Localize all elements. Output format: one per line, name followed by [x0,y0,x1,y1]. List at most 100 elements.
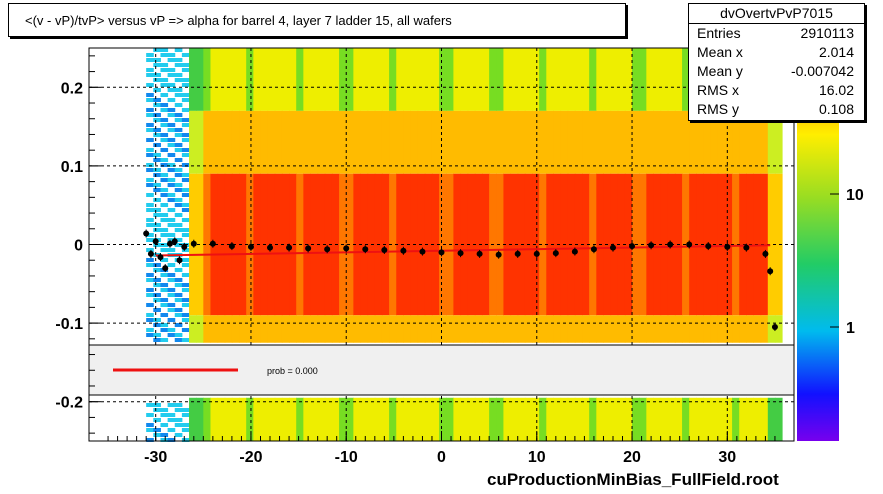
heat-cell [239,48,247,111]
x-tick-label: 30 [718,449,736,466]
profile-point [495,251,502,258]
heat-cell [160,283,169,287]
heat-cell [474,397,483,441]
heat-cell [389,48,397,111]
stats-value: 16.02 [818,82,854,98]
heat-cell [181,228,190,232]
heat-cell [146,223,154,227]
stats-value: 0.108 [818,101,854,117]
heat-cell [453,315,462,343]
heat-cell [174,278,183,282]
profile-point [381,247,388,254]
heat-cell [510,48,519,111]
heat-cell [289,48,297,111]
heat-cell [324,110,333,174]
heat-cell [403,315,412,343]
heat-cell [610,110,619,174]
heat-cell [167,83,176,87]
heat-cell [439,110,447,174]
heat-cell [167,163,176,167]
heat-cell [410,48,419,111]
heat-cell [660,48,669,111]
heat-cell [167,198,176,202]
heat-cell [174,158,183,162]
heat-cell [767,397,776,441]
heat-cell [660,315,669,343]
heat-cell [181,148,190,152]
heat-cell [181,233,190,237]
heat-cell [146,163,154,167]
profile-point [533,250,540,257]
heat-cell [174,313,183,317]
plot-title: <(v - vP)/tvP> versus vP => alpha for ba… [8,3,626,37]
heat-cell [160,338,169,342]
profile-point [476,250,483,257]
heat-cell [146,233,154,237]
heat-cell [281,397,290,441]
heat-cell [146,313,154,317]
profile-point [162,265,169,272]
heat-cell [167,88,176,92]
heat-cell [596,110,604,174]
heat-cell [146,183,154,187]
heat-cell [632,397,640,441]
heat-cell [174,433,183,437]
heat-cell [589,110,597,174]
heat-cell [339,397,347,441]
profile-point [166,240,173,247]
heat-cell [210,397,219,441]
heat-cell [146,403,154,407]
heat-cell [624,48,633,111]
heat-cell [296,48,304,111]
heat-cell [160,138,169,142]
heat-cell [617,173,626,316]
heat-cell [496,48,504,111]
heat-cell [146,278,154,282]
heat-cell [146,303,154,307]
heat-cell [153,333,161,337]
heat-cell [160,123,169,127]
heat-cell [339,110,347,174]
heat-cell [153,188,161,192]
heat-cell [253,110,261,174]
heat-cell [303,315,312,343]
heat-cell [653,397,662,441]
heat-cell [174,143,183,147]
heat-cell [174,113,183,117]
heat-cell [181,98,190,102]
heat-cell [574,173,583,316]
heat-cell [439,173,447,316]
heat-cell [489,397,497,441]
profile-point [667,241,674,248]
heat-cell [267,110,276,174]
heat-cell [689,173,697,316]
x-tick-label: -20 [239,449,262,466]
heat-cell [181,218,190,222]
heat-cell [160,423,169,427]
heat-cell [174,88,183,92]
heat-cell [160,53,169,57]
heat-cell [739,397,747,441]
heat-cell [317,397,326,441]
heat-cell [217,397,226,441]
heat-cell [181,248,190,252]
heat-cell [153,208,161,212]
heat-cell [153,418,161,422]
heat-cell [253,397,261,441]
z-tick-label: 1 [846,320,855,337]
heat-cell [603,110,612,174]
heat-cell [167,428,176,432]
x-tick-label: 20 [623,449,641,466]
heat-cell [624,397,633,441]
heat-cell [660,110,669,174]
heat-cell [639,48,647,111]
heat-cell [396,315,404,343]
heat-cell [460,110,469,174]
heat-cell [153,153,161,157]
heat-cell [167,413,176,417]
profile-point [514,250,521,257]
heat-cell [167,238,176,242]
heat-cell [639,397,647,441]
heat-cell [403,48,412,111]
heat-cell [181,178,190,182]
